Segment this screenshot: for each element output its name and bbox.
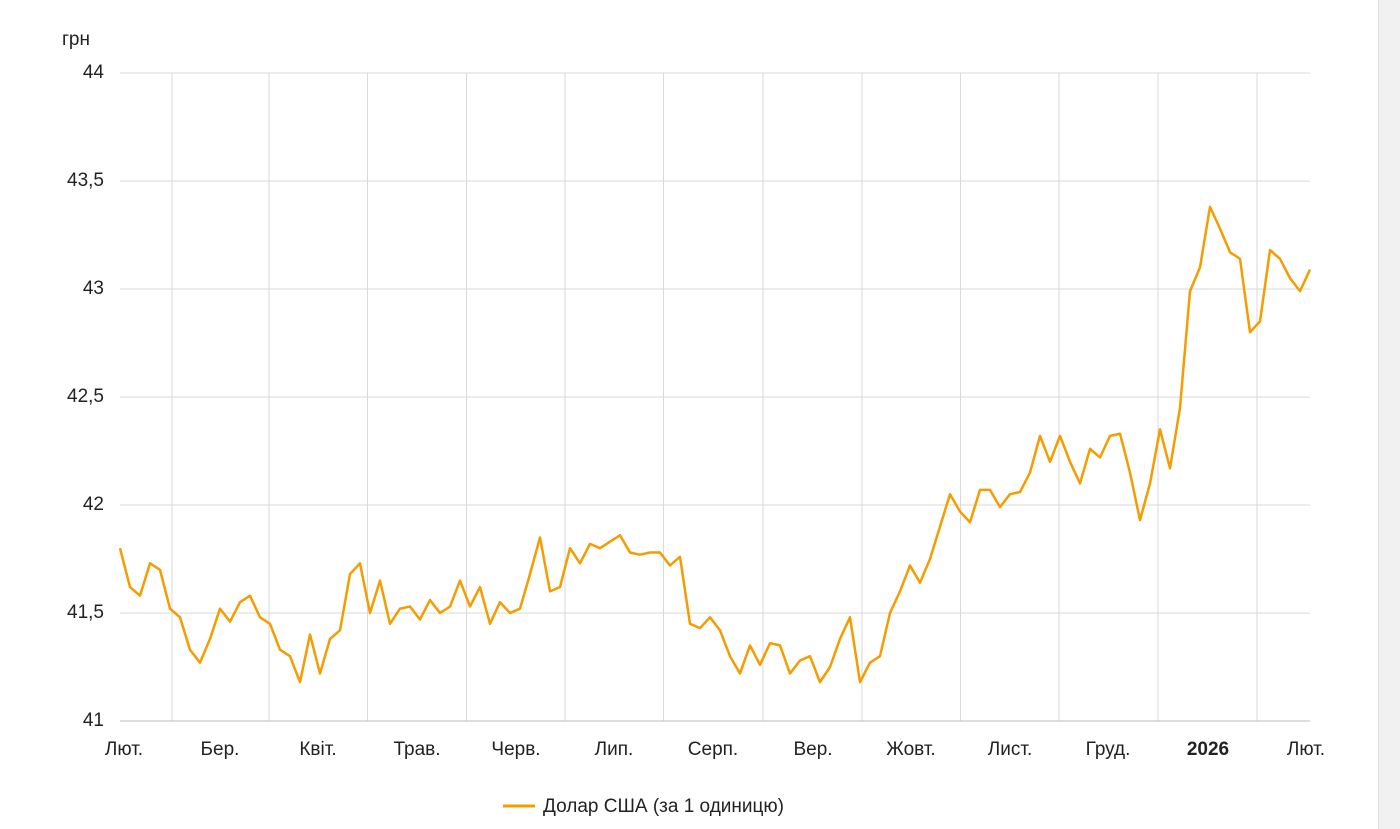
y-tick-label: 43 xyxy=(83,278,104,299)
legend-label: Долар США (за 1 одиницю) xyxy=(543,796,784,817)
y-tick-label: 42,5 xyxy=(67,386,104,407)
x-tick-label: Квіт. xyxy=(299,739,336,760)
side-edge xyxy=(1378,0,1400,829)
line-series xyxy=(118,205,1312,684)
x-tick-label: Лист. xyxy=(988,739,1032,760)
y-tick-label: 41 xyxy=(83,710,104,731)
x-tick-label: Лют. xyxy=(1287,739,1325,760)
y-tick-label: 42 xyxy=(83,494,104,515)
x-tick-label: Трав. xyxy=(393,739,440,760)
y-axis-label: грн xyxy=(62,29,90,50)
x-tick-label: Груд. xyxy=(1086,739,1131,760)
y-tick-label: 43,5 xyxy=(67,170,104,191)
x-tick-label: Черв. xyxy=(491,739,540,760)
x-tick-label: Жовт. xyxy=(886,739,935,760)
x-tick-label: Бер. xyxy=(201,739,240,760)
x-tick-label: Серп. xyxy=(688,739,738,760)
x-tick-label: 2026 xyxy=(1187,739,1229,760)
x-tick-label: Лют. xyxy=(105,739,143,760)
y-tick-label: 44 xyxy=(83,62,105,83)
x-tick-label: Лип. xyxy=(595,739,634,760)
y-tick-label: 41,5 xyxy=(67,602,104,623)
x-tick-label: Вер. xyxy=(793,739,832,760)
